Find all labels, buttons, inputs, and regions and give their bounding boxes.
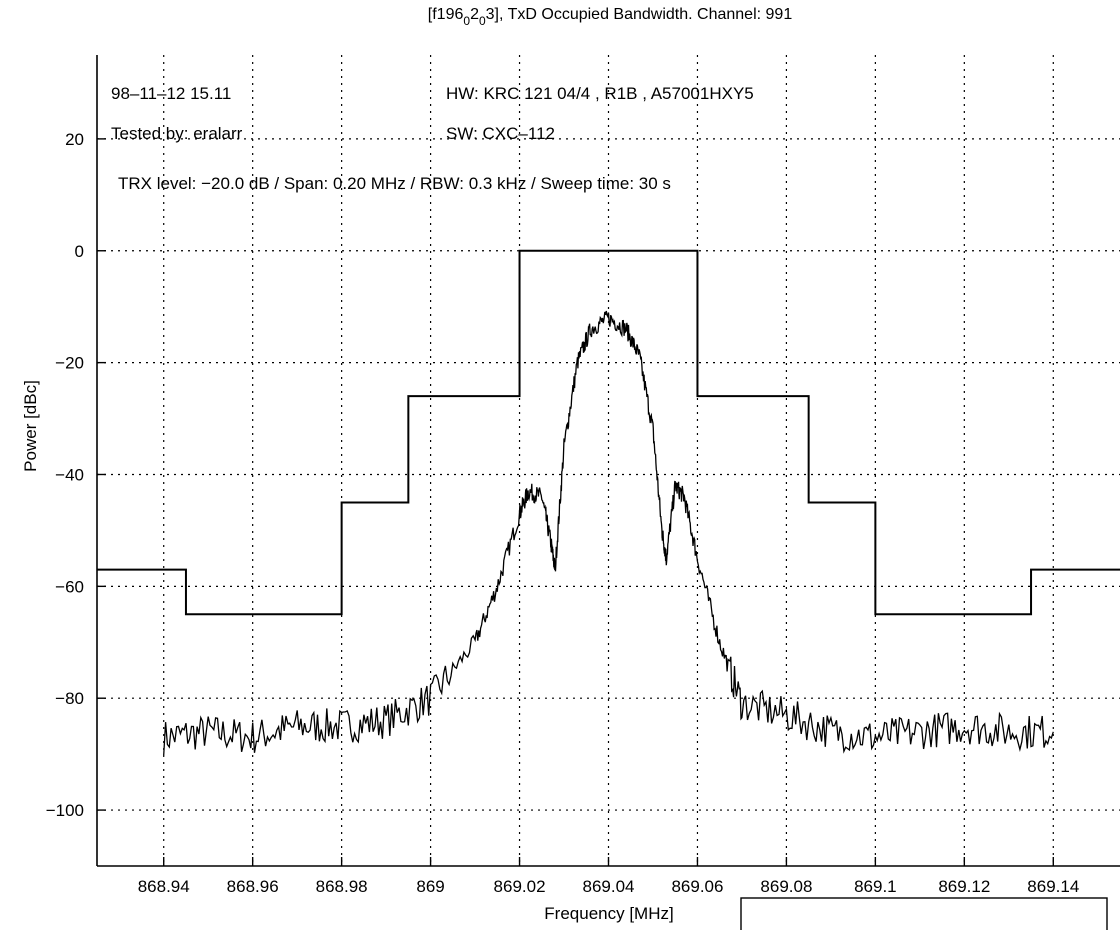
- y-tick-label: −80: [55, 689, 84, 708]
- annotation-date: 98–11–12 15.11: [111, 84, 231, 103]
- y-tick-label: −100: [46, 801, 84, 820]
- y-axis-label: Power [dBc]: [21, 380, 40, 472]
- y-tick-label: 0: [75, 242, 84, 261]
- x-tick-labels: 868.94 868.96 868.98 869 869.02 869.04 869.06 8…: [138, 877, 1080, 896]
- x-tick-label: 868.94: [138, 877, 190, 896]
- x-tick-label: 869.1: [854, 877, 897, 896]
- y-tick-labels: 20 0 −20 −40 −60 −80 −100: [46, 130, 84, 820]
- x-tick-label: 869: [416, 877, 444, 896]
- x-tick-label: 869.04: [583, 877, 635, 896]
- y-tick-label: −20: [55, 354, 84, 373]
- x-axis-label: Frequency [MHz]: [544, 904, 673, 923]
- legend-box: [740, 897, 1108, 930]
- series-group: [97, 249, 1120, 756]
- annotation-hardware: HW: KRC 121 04/4 , R1B , A57001HXY5: [446, 84, 754, 103]
- mask-line: [97, 249, 1120, 616]
- x-tick-label: 869.14: [1027, 877, 1079, 896]
- y-tick-label: −60: [55, 577, 84, 596]
- x-tick-label: 869.02: [494, 877, 546, 896]
- x-tick-label: 869.12: [938, 877, 990, 896]
- x-tick-label: 868.98: [316, 877, 368, 896]
- x-tick-label: 869.06: [671, 877, 723, 896]
- spectrum-line: [163, 310, 1054, 756]
- x-tick-label: 869.08: [760, 877, 812, 896]
- annotation-tester: Tested by: eralarr: [111, 124, 243, 143]
- axis-ticks: [97, 138, 1054, 866]
- y-tick-label: 20: [65, 130, 84, 149]
- y-tick-label: −40: [55, 465, 84, 484]
- chart-title: [f1960203], TxD Occupied Bandwidth. Chan…: [428, 6, 793, 28]
- annotation-settings: TRX level: −20.0 dB / Span: 0.20 MHz / R…: [118, 174, 671, 193]
- annotation-software: SW: CXC–112: [446, 124, 555, 143]
- x-tick-label: 868.96: [227, 877, 279, 896]
